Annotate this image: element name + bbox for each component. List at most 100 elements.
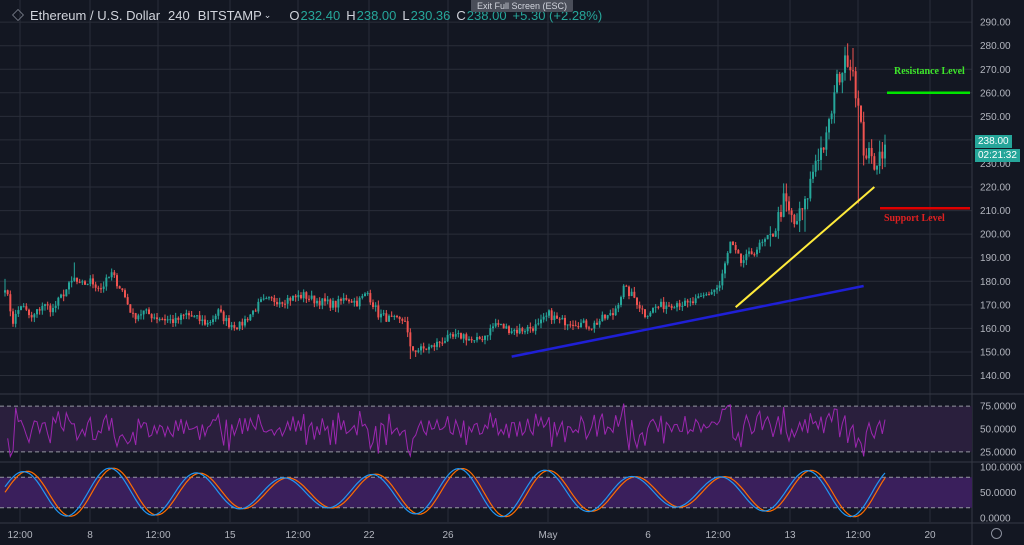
candle-body — [590, 328, 593, 330]
candle-body — [158, 318, 161, 320]
x-tick-label: 22 — [363, 530, 375, 541]
candle-body — [860, 105, 862, 122]
candle-body — [452, 334, 454, 337]
candle-body — [438, 341, 441, 343]
exchange[interactable]: BITSTAMP — [197, 7, 262, 23]
candle-body — [740, 253, 742, 263]
candle-body — [89, 278, 92, 284]
symbol-name[interactable]: Ethereum / U.S. Dollar — [30, 7, 161, 23]
candle-body — [73, 277, 76, 281]
candle-body — [65, 289, 68, 297]
candle-body — [638, 305, 641, 309]
candle-body — [460, 333, 462, 339]
candle-body — [745, 253, 748, 261]
candle-body — [433, 345, 436, 347]
candle-body — [604, 314, 606, 319]
candle-body — [57, 297, 60, 306]
candle-body — [382, 313, 385, 315]
y-tick-label: 150.00 — [980, 347, 1011, 358]
candle-body — [505, 326, 508, 329]
candle-body — [777, 212, 780, 231]
candle-body — [814, 160, 817, 172]
candle-body — [137, 315, 140, 320]
candle-body — [212, 319, 214, 323]
rsi-tick-label: 50.0000 — [980, 425, 1017, 436]
candle-body — [806, 198, 809, 200]
stoch-k-line — [4, 467, 886, 518]
candle-body — [766, 235, 769, 240]
candle-body — [868, 147, 870, 159]
candle-body — [769, 234, 772, 236]
candle-body — [476, 336, 478, 341]
interval[interactable]: 240 — [168, 7, 190, 23]
candle-body — [790, 210, 793, 215]
candle-body — [198, 315, 201, 322]
candle-body — [406, 321, 409, 333]
candle-body — [446, 334, 449, 342]
candle-body — [750, 251, 753, 255]
candle-body — [22, 306, 25, 308]
candle-body — [617, 305, 620, 309]
candle-body — [846, 55, 849, 67]
candle-body — [870, 147, 873, 157]
candle-body — [716, 287, 718, 290]
candle-body — [260, 299, 262, 302]
candle-body — [97, 287, 100, 289]
yellow-trendline — [735, 186, 875, 308]
resistance-label: Resistance Level — [894, 66, 965, 77]
y-tick-label: 280.00 — [980, 41, 1011, 52]
candle-body — [697, 296, 700, 299]
candle-body — [412, 346, 414, 351]
candle-body — [297, 294, 300, 298]
candle-body — [124, 290, 126, 298]
candle-body — [404, 320, 406, 322]
candle-body — [366, 293, 369, 295]
candle-body — [14, 313, 17, 324]
candle-body — [177, 317, 180, 320]
candle-body — [369, 293, 372, 303]
candle-body — [601, 314, 604, 322]
candle-body — [508, 326, 510, 334]
exit-fullscreen-button[interactable]: Exit Full Screen (ESC) — [471, 0, 574, 12]
candle-body — [321, 298, 324, 306]
y-tick-label: 220.00 — [980, 183, 1011, 194]
stoch-tick-label: 100.0000 — [980, 463, 1022, 474]
candle-body — [742, 260, 745, 263]
candle-body — [196, 315, 198, 317]
candle-body — [518, 328, 521, 334]
candle-body — [628, 286, 630, 297]
collapse-icon[interactable] — [12, 9, 24, 21]
candle-body — [825, 132, 828, 150]
candle-body — [481, 339, 484, 341]
candle-body — [625, 285, 628, 287]
candle-body — [444, 341, 446, 343]
candle-body — [225, 318, 228, 322]
gear-icon[interactable] — [991, 528, 1002, 539]
candle-body — [492, 326, 494, 329]
candle-body — [436, 341, 438, 347]
candle-body — [153, 317, 156, 319]
candle-body — [134, 313, 137, 320]
candle-body — [294, 295, 297, 298]
candle-body — [113, 272, 116, 276]
candle-body — [164, 319, 166, 321]
candle-body — [468, 339, 470, 341]
candle-body — [753, 254, 756, 256]
candle-body — [545, 315, 548, 317]
candle-body — [854, 71, 857, 99]
candle-body — [385, 313, 388, 322]
candle-body — [180, 314, 182, 320]
open-value: 232.40 — [300, 7, 341, 23]
countdown-tag: 02:21:32 — [975, 149, 1020, 162]
candle-body — [236, 327, 238, 330]
candle-body — [822, 147, 825, 150]
candle-body — [286, 297, 289, 304]
x-tick-label: 12:00 — [7, 530, 32, 541]
candle-body — [849, 66, 852, 71]
candle-body — [689, 301, 692, 303]
chevron-down-icon[interactable]: ⌄ — [263, 9, 272, 20]
candle-body — [862, 121, 865, 156]
candle-body — [70, 280, 73, 283]
candle-body — [358, 297, 361, 307]
